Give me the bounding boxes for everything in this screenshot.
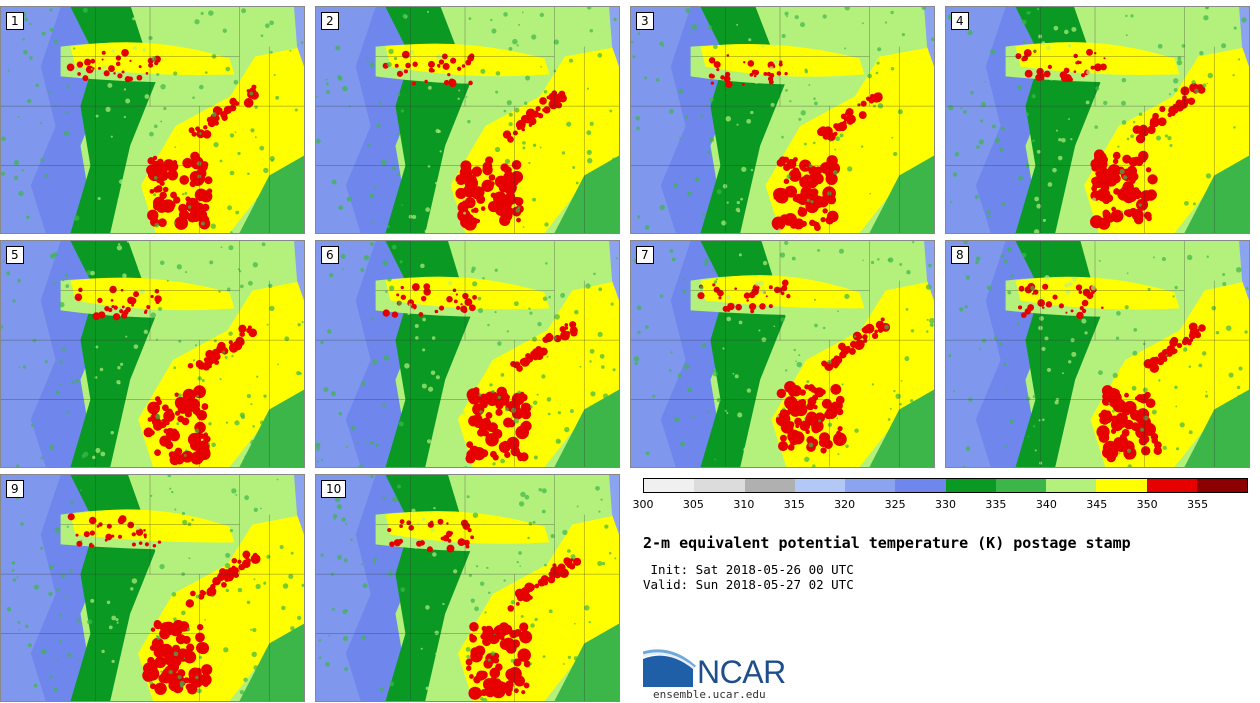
member-label: 3 xyxy=(636,12,654,30)
colorbar-swatch xyxy=(744,479,795,492)
member-label: 10 xyxy=(321,480,347,498)
valid-time: Valid: Sun 2018-05-27 02 UTC xyxy=(643,577,854,592)
colorbar xyxy=(643,478,1248,493)
map-panel-2: 2 xyxy=(315,6,620,234)
theta-e-map xyxy=(316,241,619,467)
map-panel-3: 3 xyxy=(630,6,935,234)
colorbar-swatch xyxy=(1046,479,1097,492)
init-time: Init: Sat 2018-05-26 00 UTC xyxy=(643,562,854,577)
member-label: 8 xyxy=(951,246,969,264)
map-panel-6: 6 xyxy=(315,240,620,468)
member-label: 4 xyxy=(951,12,969,30)
colorbar-swatch xyxy=(895,479,946,492)
colorbar-tick-label: 330 xyxy=(935,498,956,511)
map-panel-1: 1 xyxy=(0,6,305,234)
map-panel-9: 9 xyxy=(0,474,305,702)
theta-e-map xyxy=(1,475,304,701)
map-panel-8: 8 xyxy=(945,240,1250,468)
theta-e-map xyxy=(946,7,1249,233)
map-panel-10: 10 xyxy=(315,474,620,702)
map-panel-5: 5 xyxy=(0,240,305,468)
theta-e-map xyxy=(316,475,619,701)
colorbar-tick-label: 315 xyxy=(783,498,805,511)
map-panel-7: 7 xyxy=(630,240,935,468)
colorbar-tick-label: 305 xyxy=(682,498,704,511)
member-label: 5 xyxy=(6,246,24,264)
map-panel-4: 4 xyxy=(945,6,1250,234)
theta-e-map xyxy=(631,7,934,233)
member-label: 2 xyxy=(321,12,339,30)
theta-e-map xyxy=(946,241,1249,467)
member-label: 6 xyxy=(321,246,339,264)
colorbar-swatch xyxy=(694,479,745,492)
member-label: 9 xyxy=(6,480,24,498)
colorbar-tick-label: 355 xyxy=(1187,498,1209,511)
colorbar-swatch xyxy=(945,479,996,492)
colorbar-swatch xyxy=(845,479,896,492)
theta-e-map xyxy=(631,241,934,467)
member-label: 1 xyxy=(6,12,24,30)
colorbar-swatch xyxy=(794,479,845,492)
plot-title: 2-m equivalent potential temperature (K)… xyxy=(643,534,1131,552)
member-label: 7 xyxy=(636,246,654,264)
colorbar-tick-label: 335 xyxy=(985,498,1007,511)
colorbar-tick-label: 310 xyxy=(733,498,755,511)
theta-e-map xyxy=(1,7,304,233)
colorbar-swatch xyxy=(1196,479,1247,492)
colorbar-swatch xyxy=(1146,479,1197,492)
theta-e-map xyxy=(1,241,304,467)
theta-e-map xyxy=(316,7,619,233)
colorbar-ticks: 300 305 310 315 320 325 330 335 340 345 350 355 xyxy=(633,498,1248,512)
colorbar-swatch xyxy=(995,479,1046,492)
ncar-logo-icon xyxy=(643,649,697,687)
colorbar-tick-label: 350 xyxy=(1136,498,1158,511)
colorbar-tick-label: 325 xyxy=(884,498,906,511)
logo-url: ensemble.ucar.edu xyxy=(653,688,766,701)
colorbar-tick-label: 340 xyxy=(1035,498,1057,511)
colorbar-swatch xyxy=(644,479,695,492)
colorbar-swatch xyxy=(1096,479,1147,492)
colorbar-tick-label: 320 xyxy=(834,498,856,511)
logo-text: NCAR xyxy=(697,654,786,690)
colorbar-tick-label: 300 xyxy=(632,498,654,511)
colorbar-tick-label: 345 xyxy=(1086,498,1108,511)
